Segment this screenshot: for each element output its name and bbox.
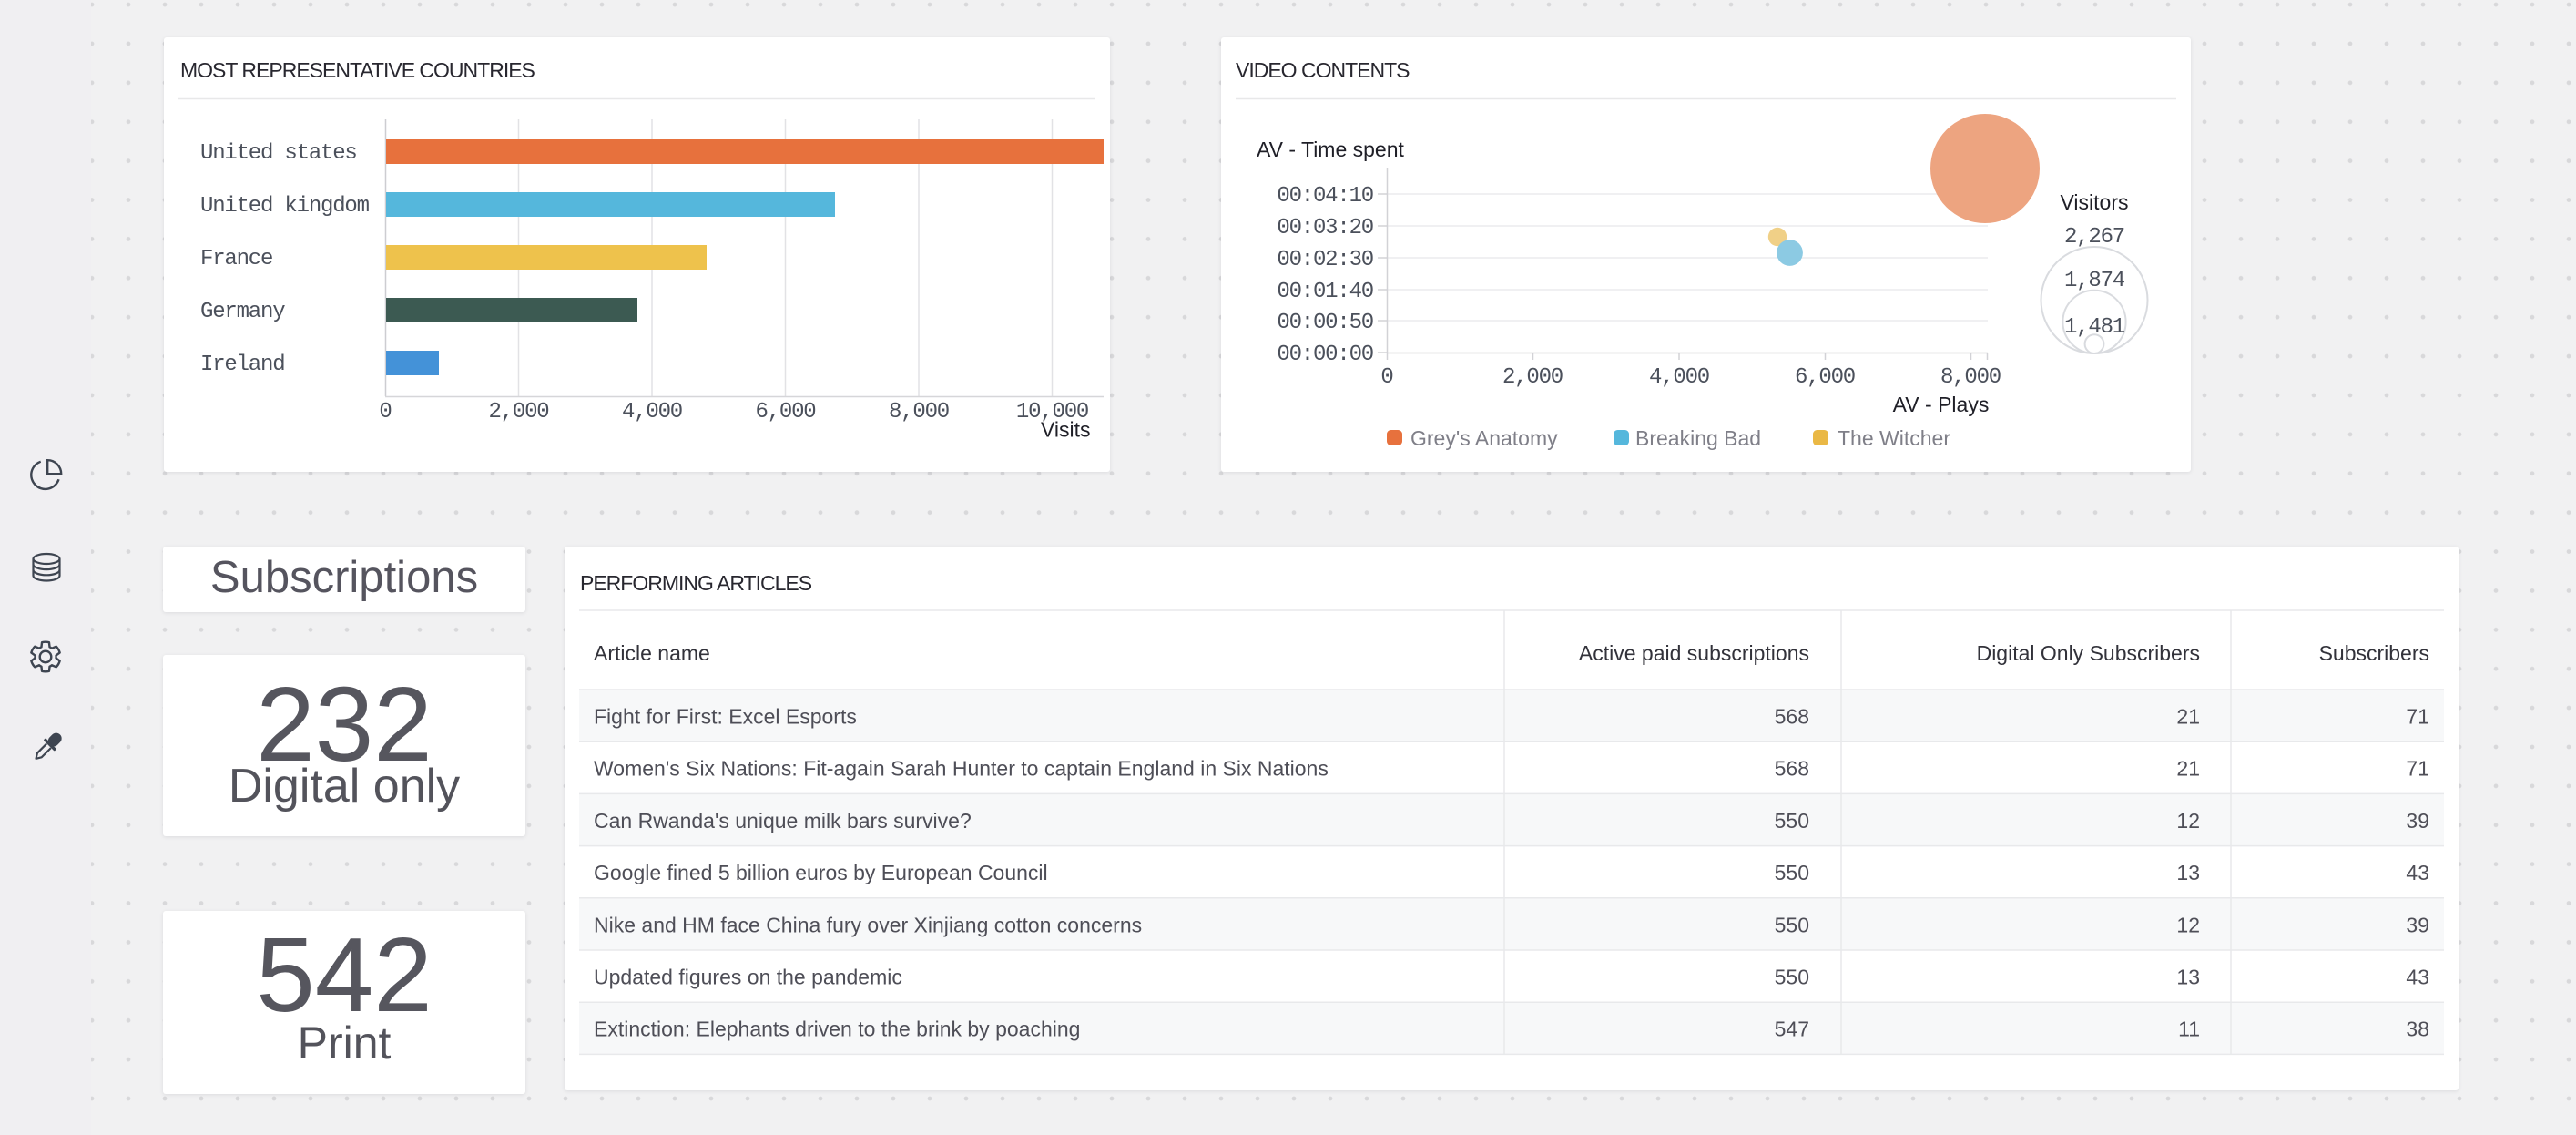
svg-text:0: 0: [379, 400, 391, 424]
svg-text:00:03:20: 00:03:20: [1277, 216, 1373, 240]
svg-text:542: 542: [256, 915, 433, 1034]
svg-text:Visits: Visits: [1041, 418, 1091, 442]
svg-text:AV - Time spent: AV - Time spent: [1257, 138, 1405, 161]
svg-text:568: 568: [1775, 757, 1809, 781]
svg-text:43: 43: [2406, 966, 2429, 989]
svg-text:France: France: [200, 247, 272, 271]
svg-text:6,000: 6,000: [755, 400, 815, 424]
svg-text:550: 550: [1775, 913, 1809, 936]
svg-text:The Witcher: The Witcher: [1838, 426, 1950, 450]
svg-text:Article name: Article name: [594, 641, 710, 665]
svg-text:Grey's Anatomy: Grey's Anatomy: [1410, 426, 1558, 450]
svg-text:10,000: 10,000: [1016, 400, 1088, 424]
svg-text:13: 13: [2176, 966, 2200, 989]
svg-text:PERFORMING ARTICLES: PERFORMING ARTICLES: [580, 571, 812, 595]
svg-text:Google fined 5 billion euros b: Google fined 5 billion euros by European…: [594, 861, 1048, 884]
svg-text:Print: Print: [298, 1017, 392, 1069]
svg-text:Digital Only Subscribers: Digital Only Subscribers: [1977, 641, 2200, 665]
svg-text:21: 21: [2176, 757, 2200, 781]
svg-text:71: 71: [2406, 757, 2429, 781]
svg-text:43: 43: [2406, 861, 2429, 884]
svg-text:232: 232: [256, 665, 433, 783]
svg-text:VIDEO CONTENTS: VIDEO CONTENTS: [1236, 58, 1410, 82]
svg-text:4,000: 4,000: [1649, 365, 1709, 390]
svg-text:39: 39: [2406, 913, 2429, 936]
svg-text:Active paid subscriptions: Active paid subscriptions: [1579, 641, 1809, 665]
svg-text:1,874: 1,874: [2064, 269, 2125, 293]
svg-text:00:00:00: 00:00:00: [1277, 343, 1373, 367]
svg-text:United kingdom: United kingdom: [200, 194, 370, 219]
svg-text:00:02:30: 00:02:30: [1277, 248, 1373, 272]
svg-text:71: 71: [2406, 705, 2429, 729]
svg-text:550: 550: [1775, 809, 1809, 833]
svg-text:1,481: 1,481: [2064, 315, 2125, 340]
svg-text:38: 38: [2406, 1017, 2429, 1041]
svg-text:39: 39: [2406, 809, 2429, 833]
svg-text:568: 568: [1775, 705, 1809, 729]
svg-text:2,267: 2,267: [2064, 225, 2124, 250]
svg-text:2,000: 2,000: [488, 400, 548, 424]
svg-text:6,000: 6,000: [1795, 365, 1855, 390]
svg-text:Women's Six Nations: Fit-again: Women's Six Nations: Fit-again Sarah Hun…: [594, 757, 1329, 781]
svg-text:00:00:50: 00:00:50: [1277, 311, 1373, 335]
svg-text:Can Rwanda's unique milk bars: Can Rwanda's unique milk bars survive?: [594, 809, 972, 833]
svg-text:547: 547: [1775, 1017, 1809, 1041]
svg-text:8,000: 8,000: [889, 400, 949, 424]
svg-text:Visitors: Visitors: [2061, 190, 2129, 214]
svg-text:550: 550: [1775, 966, 1809, 989]
svg-text:550: 550: [1775, 861, 1809, 884]
svg-text:Ireland: Ireland: [200, 353, 284, 377]
svg-text:00:01:40: 00:01:40: [1277, 280, 1373, 304]
svg-text:AV - Plays: AV - Plays: [1893, 393, 1990, 416]
svg-text:Digital only: Digital only: [229, 760, 460, 813]
svg-text:21: 21: [2176, 705, 2200, 729]
svg-text:00:04:10: 00:04:10: [1277, 184, 1373, 209]
svg-text:2,000: 2,000: [1502, 365, 1563, 390]
svg-text:Extinction: Elephants driven t: Extinction: Elephants driven to the brin…: [594, 1017, 1080, 1041]
svg-text:Nike and HM face China fury ov: Nike and HM face China fury over Xinjian…: [594, 913, 1142, 936]
svg-text:0: 0: [1380, 365, 1392, 390]
svg-text:11: 11: [2178, 1017, 2200, 1041]
svg-text:Germany: Germany: [200, 300, 285, 324]
svg-text:Subscribers: Subscribers: [2319, 641, 2429, 665]
svg-text:13: 13: [2176, 861, 2200, 884]
svg-text:Subscriptions: Subscriptions: [210, 553, 478, 602]
svg-text:United states: United states: [200, 141, 357, 166]
svg-text:8,000: 8,000: [1940, 365, 2001, 390]
svg-text:Breaking Bad: Breaking Bad: [1635, 426, 1761, 450]
svg-text:Fight for First: Excel Esports: Fight for First: Excel Esports: [594, 705, 857, 729]
svg-text:4,000: 4,000: [622, 400, 682, 424]
svg-text:12: 12: [2176, 913, 2200, 936]
svg-text:12: 12: [2176, 809, 2200, 833]
svg-text:MOST REPRESENTATIVE COUNTRIES: MOST REPRESENTATIVE COUNTRIES: [180, 58, 535, 82]
svg-text:Updated figures on the pandemi: Updated figures on the pandemic: [594, 966, 902, 989]
